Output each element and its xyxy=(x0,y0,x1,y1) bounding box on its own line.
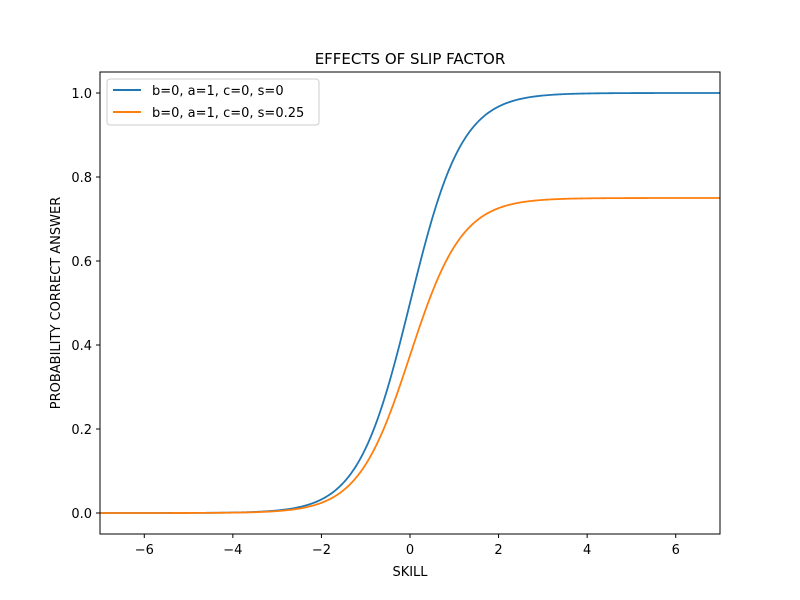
x-tick-label: −4 xyxy=(223,543,242,558)
y-tick-label: 0.6 xyxy=(71,255,92,270)
y-tick-label: 0.8 xyxy=(71,171,92,186)
y-tick-label: 0.4 xyxy=(71,339,92,354)
x-tick-label: 4 xyxy=(583,543,591,558)
legend: b=0, a=1, c=0, s=0 b=0, a=1, c=0, s=0.25 xyxy=(106,78,320,126)
legend-label-series-1: b=0, a=1, c=0, s=0 xyxy=(152,84,284,99)
y-tick-label: 0.0 xyxy=(71,507,92,522)
y-axis-ticks: 0.0 0.2 0.4 0.6 0.8 1.0 xyxy=(71,87,100,522)
series-layer xyxy=(100,92,720,514)
legend-box xyxy=(106,78,320,126)
x-axis-label: SKILL xyxy=(392,565,428,580)
y-tick-label: 1.0 xyxy=(71,87,92,102)
x-tick-label: 2 xyxy=(494,543,502,558)
x-tick-label: −2 xyxy=(312,543,331,558)
chart-title: EFFECTS OF SLIP FACTOR xyxy=(315,50,506,68)
x-tick-label: 6 xyxy=(672,543,680,558)
x-tick-label: 0 xyxy=(406,543,414,558)
y-axis-label: PROBABILITY CORRECT ANSWER xyxy=(49,197,64,409)
legend-label-series-2: b=0, a=1, c=0, s=0.25 xyxy=(152,106,304,121)
series-line-2 xyxy=(100,197,720,514)
y-tick-label: 0.2 xyxy=(71,423,92,438)
x-axis-ticks: −6 −4 −2 0 2 4 6 xyxy=(135,534,680,558)
x-tick-label: −6 xyxy=(135,543,154,558)
